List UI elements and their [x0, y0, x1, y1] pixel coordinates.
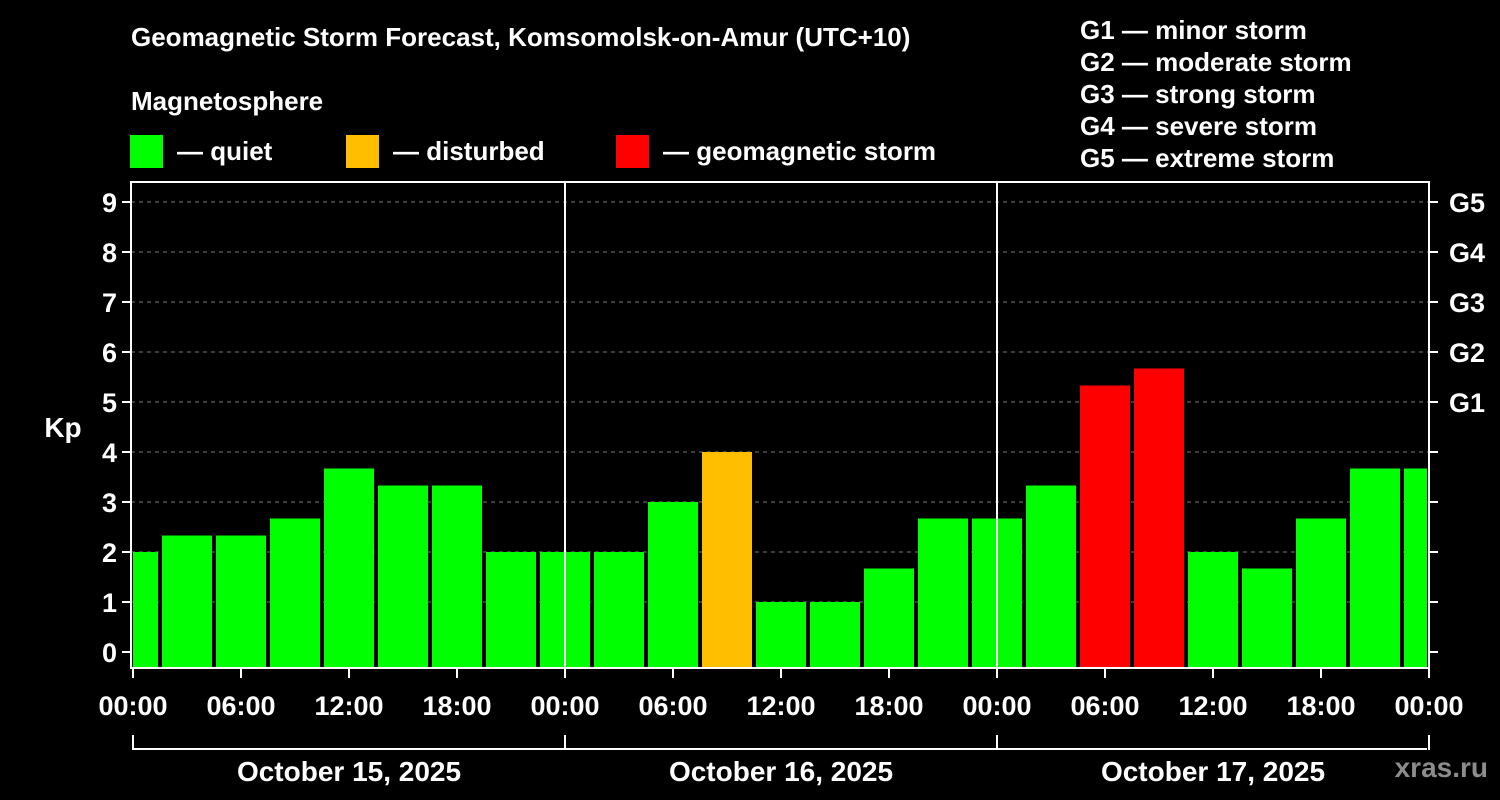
kp-bar-7: [486, 552, 536, 668]
storm-scale-g3: G3 — strong storm: [1080, 79, 1316, 109]
kp-bar-9: [594, 552, 644, 668]
y-tick-label-9: 9: [102, 188, 117, 218]
y-tick-label-3: 3: [102, 488, 117, 518]
g-scale-label-G1: G1: [1449, 388, 1485, 418]
kp-bar-23: [1350, 468, 1400, 668]
y-tick-label-6: 6: [102, 338, 117, 368]
chart-title: Geomagnetic Storm Forecast, Komsomolsk-o…: [131, 22, 911, 52]
kp-bar-21: [1242, 568, 1292, 668]
day-label-2: October 17, 2025: [1101, 756, 1325, 787]
x-tick-label-2: 12:00: [314, 691, 383, 721]
kp-bar-2: [216, 535, 266, 668]
y-tick-label-8: 8: [102, 238, 117, 268]
storm-scale-list: G1 — minor storm G2 — moderate storm G3 …: [1080, 14, 1352, 174]
x-tick-label-12: 00:00: [1394, 691, 1463, 721]
kp-bar-10: [648, 502, 698, 668]
kp-bar-6: [432, 485, 482, 668]
y-axis-label: Kp: [44, 412, 81, 443]
x-tick-label-1: 06:00: [206, 691, 275, 721]
day-label-1: October 16, 2025: [669, 756, 893, 787]
legend-subtitle: Magnetosphere: [131, 86, 324, 116]
kp-bar-3: [270, 518, 320, 668]
kp-bar-12: [756, 602, 806, 668]
x-tick-label-11: 18:00: [1286, 691, 1355, 721]
x-tick-label-4: 00:00: [530, 691, 599, 721]
kp-bar-18: [1080, 385, 1130, 668]
y-tick-label-2: 2: [102, 538, 117, 568]
legend-item-storm: — geomagnetic storm: [616, 134, 936, 168]
kp-bar-22: [1296, 518, 1346, 668]
storm-scale-g1: G1 — minor storm: [1080, 15, 1307, 45]
y-tick-label-1: 1: [102, 588, 117, 618]
y-tick-label-7: 7: [102, 288, 117, 318]
y-tick-label-4: 4: [102, 438, 117, 468]
source-credit: xras.ru: [1394, 752, 1488, 783]
y-tick-label-5: 5: [102, 388, 117, 418]
legend-swatch-quiet: [130, 134, 163, 168]
g-scale-label-G2: G2: [1449, 338, 1485, 368]
kp-bar-14: [864, 568, 914, 668]
kp-bar-15: [918, 518, 968, 668]
g-scale-label-G5: G5: [1449, 188, 1485, 218]
x-tick-label-10: 12:00: [1178, 691, 1247, 721]
x-tick-label-9: 06:00: [1070, 691, 1139, 721]
kp-bar-1: [162, 535, 212, 668]
g-scale-label-G4: G4: [1449, 238, 1485, 268]
kp-bar-17: [1026, 485, 1076, 668]
x-tick-label-5: 06:00: [638, 691, 707, 721]
storm-scale-g5: G5 — extreme storm: [1080, 143, 1335, 173]
x-tick-label-7: 18:00: [854, 691, 923, 721]
legend-label-storm: — geomagnetic storm: [663, 135, 937, 166]
x-tick-label-0: 00:00: [98, 691, 167, 721]
legend-swatch-storm: [616, 134, 649, 168]
legend-label-quiet: — quiet: [177, 135, 273, 166]
kp-bar-20: [1188, 552, 1238, 668]
kp-bar-0: [133, 552, 158, 668]
kp-bar-24: [1404, 468, 1427, 668]
bars-group: [133, 368, 1427, 668]
kp-bar-19: [1134, 368, 1184, 668]
kp-bar-4: [324, 468, 374, 668]
y-tick-label-0: 0: [102, 638, 117, 668]
x-tick-label-3: 18:00: [422, 691, 491, 721]
legend-label-disturbed: — disturbed: [393, 135, 545, 166]
storm-scale-g4: G4 — severe storm: [1080, 111, 1318, 141]
legend-item-disturbed: — disturbed: [346, 134, 545, 168]
kp-bar-13: [810, 602, 860, 668]
kp-bar-11: [702, 452, 752, 668]
x-tick-label-6: 12:00: [746, 691, 815, 721]
legend-item-quiet: — quiet: [130, 134, 272, 168]
legend-swatch-disturbed: [346, 134, 379, 168]
day-label-0: October 15, 2025: [237, 756, 461, 787]
x-tick-label-8: 00:00: [962, 691, 1031, 721]
storm-scale-g2: G2 — moderate storm: [1080, 47, 1352, 77]
kp-bar-5: [378, 485, 428, 668]
g-scale-label-G3: G3: [1449, 288, 1485, 318]
